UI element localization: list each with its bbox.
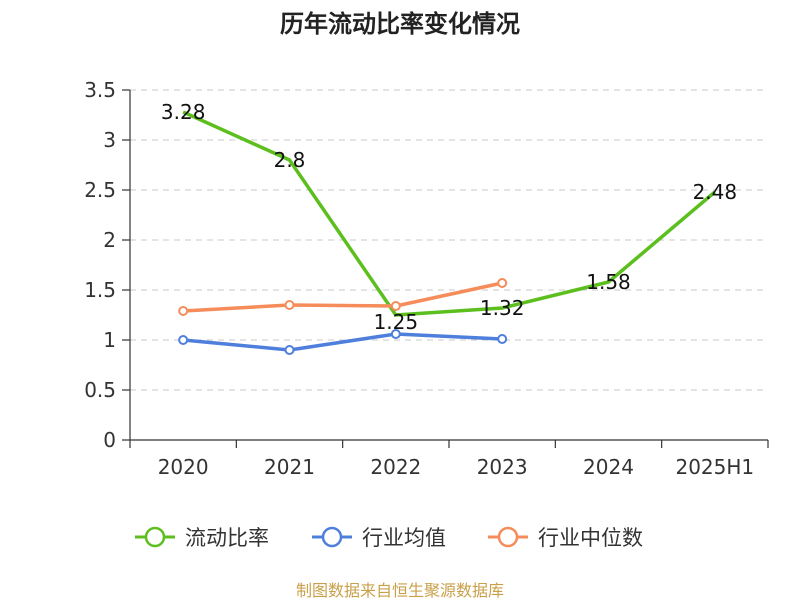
legend-label: 行业均值 xyxy=(362,526,446,550)
x-tick-label: 2025H1 xyxy=(675,455,754,479)
data-label: 1.25 xyxy=(374,310,419,334)
series-line xyxy=(183,281,503,313)
legend-item[interactable]: 流动比率 xyxy=(135,526,269,550)
x-tick-label: 2023 xyxy=(477,455,528,479)
series-line xyxy=(182,110,716,317)
series-lines xyxy=(178,110,716,355)
y-tick-label: 1 xyxy=(103,328,116,352)
y-tick-label: 2.5 xyxy=(84,178,116,202)
legend-marker-icon xyxy=(144,526,166,548)
data-point xyxy=(284,300,295,310)
legend-item[interactable]: 行业中位数 xyxy=(488,526,643,550)
data-label: 1.58 xyxy=(586,270,631,294)
data-point xyxy=(497,334,508,344)
series-line xyxy=(183,332,503,352)
legend-marker-icon xyxy=(497,526,519,548)
data-point xyxy=(390,301,401,311)
data-point xyxy=(284,345,295,355)
y-tick-label: 0.5 xyxy=(84,378,116,402)
legend: 流动比率 行业均值 行业中位数 xyxy=(135,526,643,550)
data-label: 2.48 xyxy=(693,180,738,204)
axes: 0 0.5 1 1.5 2 2.5 3 3.5 2020 2021 2022 2023 2024 2025… xyxy=(84,78,769,479)
chart-title: 历年流动比率变化情况 xyxy=(280,10,520,38)
x-tick-label: 2022 xyxy=(370,455,421,479)
legend-label: 流动比率 xyxy=(185,526,269,550)
legend-label: 行业中位数 xyxy=(538,526,643,550)
data-label: 1.32 xyxy=(480,296,525,320)
x-tick-label: 2021 xyxy=(264,455,315,479)
y-tick-label: 3 xyxy=(103,128,116,152)
x-tick-label: 2020 xyxy=(158,455,209,479)
data-labels: 3.28 2.8 1.25 1.32 1.58 2.48 xyxy=(161,100,737,334)
y-tick-label: 3.5 xyxy=(84,78,116,102)
data-point xyxy=(178,306,189,316)
source-footer: 制图数据来自恒生聚源数据库 xyxy=(296,581,504,600)
data-point xyxy=(178,335,189,345)
y-tick-label: 2 xyxy=(103,228,116,252)
legend-marker-icon xyxy=(321,526,343,548)
y-tick-label: 0 xyxy=(103,428,116,452)
data-label: 3.28 xyxy=(161,100,206,124)
grid-lines xyxy=(130,89,768,391)
data-label: 2.8 xyxy=(274,148,306,172)
x-tick-label: 2024 xyxy=(583,455,634,479)
y-tick-label: 1.5 xyxy=(84,278,116,302)
data-point xyxy=(390,329,401,339)
data-point xyxy=(497,278,508,288)
legend-item[interactable]: 行业均值 xyxy=(312,526,446,550)
